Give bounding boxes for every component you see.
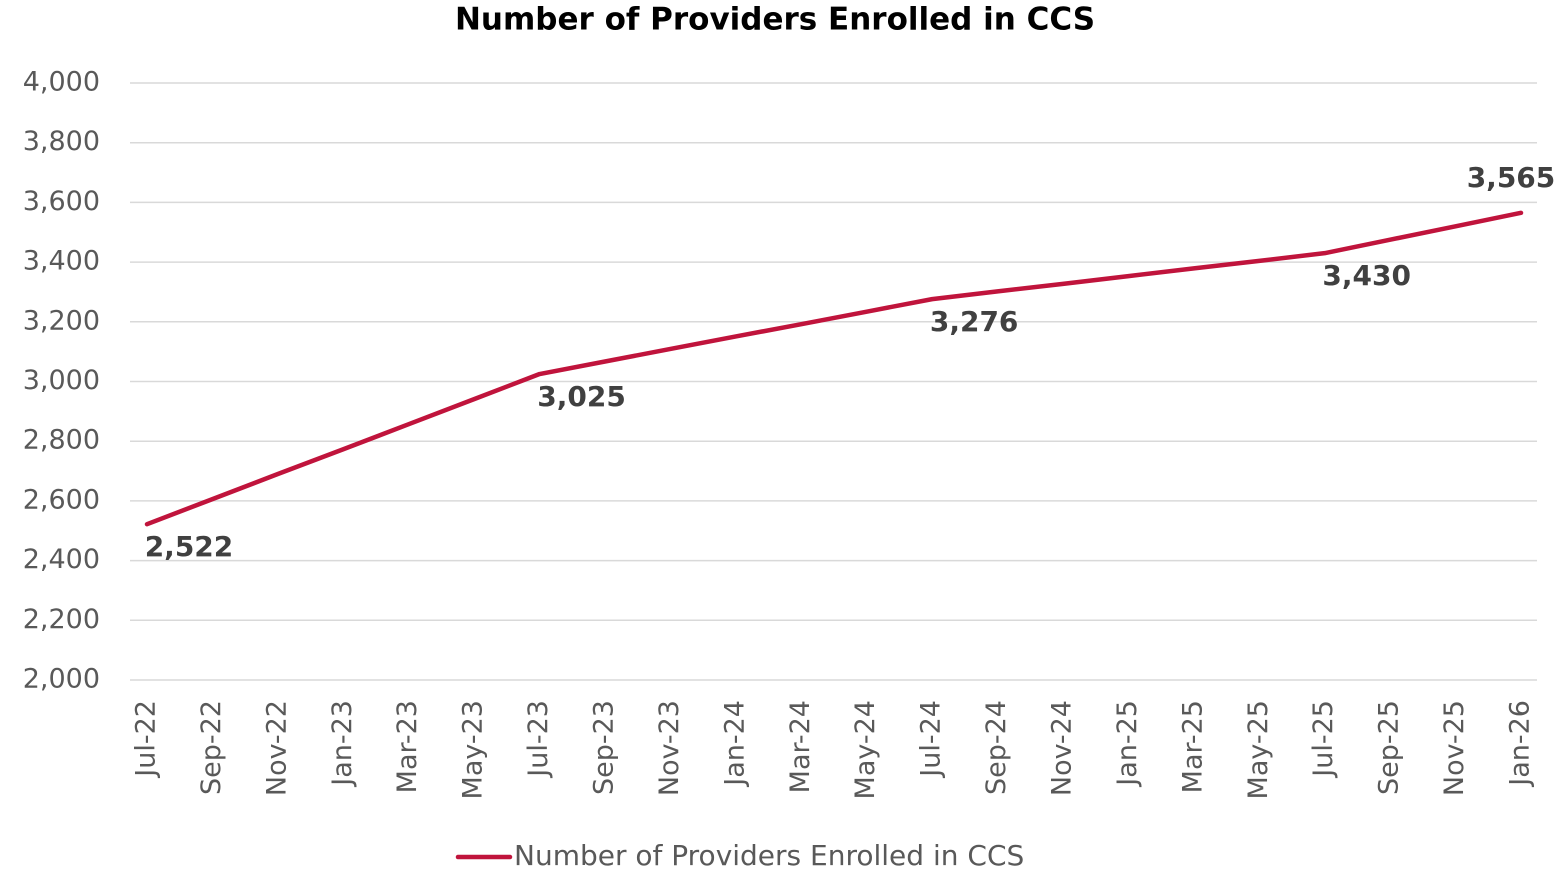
y-tick-label: 3,600 (23, 186, 100, 217)
x-tick-label: Jul-23 (523, 700, 554, 779)
x-tick-label: Jul-25 (1308, 700, 1339, 779)
y-tick-label: 3,200 (23, 305, 100, 336)
x-tick-label: Mar-24 (785, 700, 816, 793)
x-tick-label: May-24 (850, 700, 881, 799)
x-tick-label: Jul-22 (131, 700, 162, 779)
x-tick-label: Nov-22 (261, 700, 292, 796)
x-tick-label: Jan-25 (1112, 700, 1143, 788)
legend-label: Number of Providers Enrolled in CCS (514, 839, 1024, 872)
data-label: 3,025 (537, 380, 626, 413)
y-tick-label: 2,800 (23, 425, 100, 456)
x-tick-label: Mar-23 (392, 700, 423, 793)
x-tick-label: Sep-23 (589, 700, 620, 795)
data-line (144, 210, 1524, 527)
x-tick-label: Jul-24 (916, 700, 947, 779)
data-label: 3,565 (1467, 161, 1555, 194)
y-tick-label: 2,000 (23, 664, 100, 695)
y-tick-label: 3,400 (23, 246, 100, 277)
x-tick-label: Nov-25 (1439, 700, 1470, 796)
y-tick-label: 3,000 (23, 365, 100, 396)
x-tick-label: May-25 (1243, 700, 1274, 799)
y-tick-label: 2,600 (23, 484, 100, 515)
y-tick-label: 2,400 (23, 544, 100, 575)
y-tick-label: 3,800 (23, 126, 100, 157)
x-tick-label: Jan-24 (719, 700, 750, 788)
x-tick-label: May-23 (458, 700, 489, 799)
x-tick-label: Jan-26 (1505, 700, 1536, 788)
x-tick-label: Sep-24 (981, 700, 1012, 795)
data-label: 3,430 (1322, 259, 1411, 292)
x-tick-label: Sep-25 (1374, 700, 1405, 795)
data-label: 3,276 (930, 305, 1019, 338)
x-tick-label: Nov-24 (1047, 700, 1078, 796)
y-tick-label: 4,000 (23, 67, 100, 98)
x-tick-label: Mar-25 (1177, 700, 1208, 793)
x-tick-label: Jan-23 (327, 700, 358, 788)
chart-title: Number of Providers Enrolled in CCS (455, 2, 1095, 38)
y-tick-label: 2,200 (23, 604, 100, 635)
x-tick-label: Nov-23 (654, 700, 685, 796)
x-tick-label: Sep-22 (196, 700, 227, 795)
data-label: 2,522 (145, 530, 234, 563)
